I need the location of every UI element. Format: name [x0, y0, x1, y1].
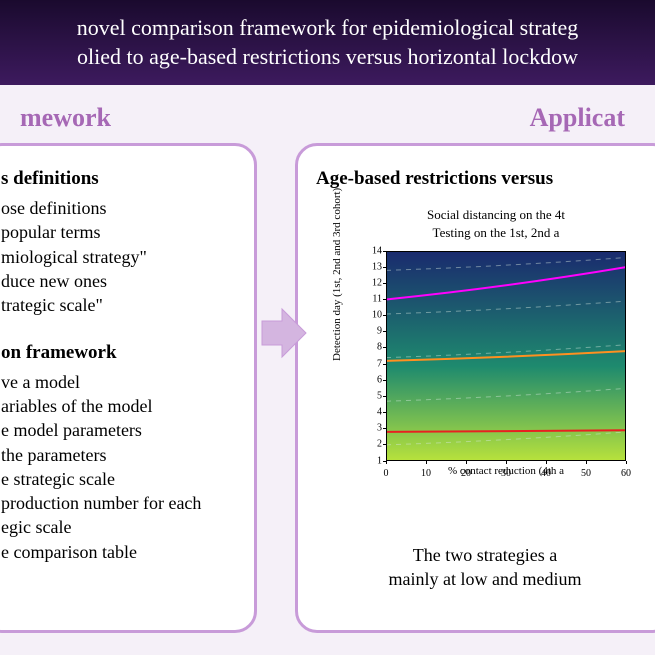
section-titles: mework Applicat — [0, 85, 655, 143]
ytick: 12 — [362, 277, 382, 288]
chart-supertitle2: Testing on the 1st, 2nd a — [336, 224, 655, 242]
section-title-framework: mework — [20, 103, 220, 133]
section-title-application: Applicat — [530, 103, 625, 133]
ytick: 3 — [362, 423, 382, 434]
chart-plot-area: 12345678910111213140102030405060 — [386, 251, 626, 461]
xtick: 40 — [541, 468, 551, 479]
group2-items: ve a modelariables of the modele model p… — [1, 370, 236, 564]
xtick: 0 — [384, 468, 389, 479]
panels-row: s definitions ose definitionspopular ter… — [0, 143, 655, 633]
ytick: 5 — [362, 390, 382, 401]
header-line1: novel comparison framework for epidemiol… — [0, 14, 655, 43]
group1-title: s definitions — [1, 168, 236, 190]
page-header: novel comparison framework for epidemiol… — [0, 0, 655, 85]
ytick: 4 — [362, 407, 382, 418]
framework-panel: s definitions ose definitionspopular ter… — [0, 143, 257, 633]
group2-title: on framework — [1, 342, 236, 364]
xtick: 50 — [581, 468, 591, 479]
arrow-icon — [260, 303, 310, 363]
caption-line2: mainly at low and medium — [316, 568, 654, 591]
chart-supertitle1: Social distancing on the 4t — [336, 206, 655, 224]
xtick: 10 — [421, 468, 431, 479]
ytick: 7 — [362, 358, 382, 369]
application-panel: Age-based restrictions versus Social dis… — [295, 143, 655, 633]
chart-svg — [386, 251, 626, 461]
caption-line1: The two strategies a — [316, 544, 654, 567]
ytick: 2 — [362, 439, 382, 450]
xtick: 60 — [621, 468, 631, 479]
ytick: 9 — [362, 326, 382, 337]
ytick: 10 — [362, 310, 382, 321]
xtick: 30 — [501, 468, 511, 479]
application-title: Age-based restrictions versus — [316, 168, 654, 190]
ytick: 8 — [362, 342, 382, 353]
group1-items: ose definitionspopular termsmiological s… — [1, 196, 236, 317]
application-caption: The two strategies a mainly at low and m… — [316, 544, 654, 591]
header-line2: olied to age-based restrictions versus h… — [0, 43, 655, 72]
chart-container: Social distancing on the 4t Testing on t… — [336, 206, 655, 506]
ytick: 13 — [362, 261, 382, 272]
ytick: 6 — [362, 374, 382, 385]
chart-ylabel: Detection day (1st, 2nd and 3rd cohort) — [331, 188, 343, 361]
ytick: 1 — [362, 455, 382, 466]
xtick: 20 — [461, 468, 471, 479]
ytick: 14 — [362, 245, 382, 256]
ytick: 11 — [362, 294, 382, 305]
